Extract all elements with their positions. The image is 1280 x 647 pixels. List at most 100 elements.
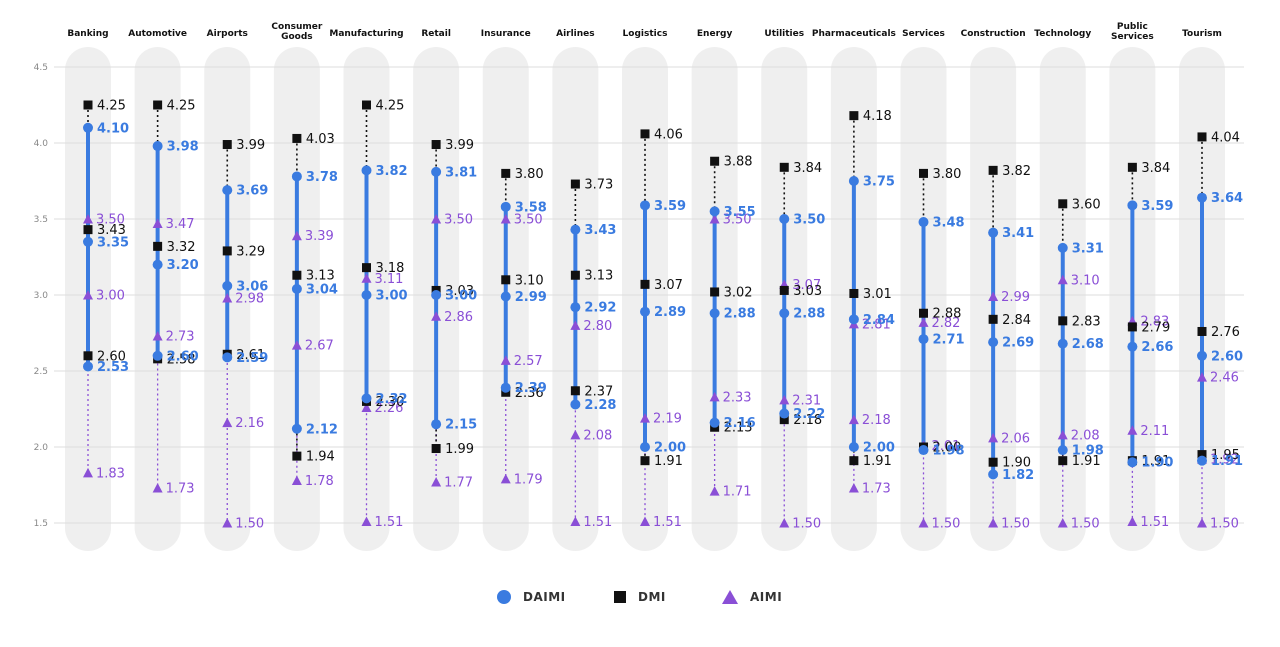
- data-label: 2.92: [584, 301, 616, 316]
- aimi-point: [640, 413, 650, 423]
- aimi-point: [222, 417, 233, 428]
- aimi-point: [640, 516, 650, 526]
- data-label: 2.84: [863, 313, 895, 328]
- y-tick-label: 4.0: [34, 139, 49, 149]
- data-label: 3.50: [96, 213, 125, 228]
- daimi-point: [709, 417, 720, 428]
- dmi-point: [1197, 132, 1207, 142]
- data-label: 2.16: [235, 416, 264, 431]
- data-label: 1.91: [654, 454, 683, 469]
- data-label: 3.64: [1211, 191, 1243, 206]
- data-label: 3.07: [792, 278, 821, 293]
- data-label: 1.50: [235, 517, 264, 532]
- category-label: Retail: [421, 29, 451, 39]
- data-label: 3.02: [724, 285, 753, 300]
- category-label: Public Services: [1111, 22, 1154, 42]
- daimi-point: [918, 217, 929, 228]
- data-label: 3.00: [96, 289, 125, 304]
- data-label: 1.90: [1002, 456, 1031, 471]
- data-label: 1.51: [653, 515, 682, 530]
- data-label: 1.79: [514, 472, 543, 487]
- data-label: 3.41: [1002, 226, 1034, 241]
- daimi-point: [1127, 457, 1138, 468]
- aimi-point: [500, 473, 511, 484]
- aimi-point: [709, 214, 720, 224]
- aimi-point: [152, 331, 163, 341]
- aimi-point: [1127, 516, 1138, 526]
- dmi-point: [431, 140, 441, 150]
- square-marker-icon: [614, 591, 626, 603]
- aimi-point: [1197, 518, 1207, 528]
- dmi-point: [222, 140, 232, 150]
- data-label: 2.67: [305, 339, 334, 354]
- daimi-point: [431, 166, 442, 177]
- data-label: 3.13: [584, 269, 613, 284]
- aimi-point: [83, 467, 93, 478]
- data-label: 2.53: [97, 360, 129, 375]
- daimi-point: [1057, 445, 1068, 456]
- data-label: 2.33: [723, 390, 752, 405]
- daimi-point: [83, 122, 93, 133]
- data-label: 1.92: [1210, 453, 1239, 468]
- data-label: 1.50: [792, 517, 821, 532]
- data-label: 2.98: [235, 292, 264, 307]
- aimi-point: [988, 291, 999, 302]
- data-label: 3.35: [97, 235, 129, 250]
- data-label: 3.03: [445, 284, 474, 299]
- data-label: 3.01: [863, 287, 892, 302]
- dmi-point: [83, 100, 93, 110]
- aimi-point: [431, 311, 442, 321]
- category-label: Construction: [961, 29, 1026, 39]
- data-label: 2.31: [792, 393, 821, 408]
- data-label: 3.84: [1141, 161, 1170, 176]
- data-label: 1.50: [1001, 517, 1030, 532]
- dmi-point: [1197, 326, 1207, 336]
- data-label: 3.99: [236, 138, 265, 153]
- data-label: 3.04: [306, 282, 338, 297]
- category-label: Insurance: [481, 29, 531, 39]
- dmi-point: [153, 241, 163, 251]
- daimi-point: [361, 290, 372, 300]
- daimi-point: [570, 224, 581, 235]
- dmi-point: [849, 456, 859, 466]
- daimi-point: [709, 308, 720, 319]
- data-label: 2.83: [1072, 314, 1101, 329]
- data-label: 1.50: [932, 517, 961, 532]
- data-label: 4.10: [97, 121, 129, 136]
- daimi-point: [500, 291, 511, 302]
- daimi-point: [918, 445, 929, 456]
- legend-item-dmi: DMI: [614, 586, 666, 608]
- aimi-point: [779, 518, 790, 528]
- data-label: 3.39: [305, 229, 334, 244]
- data-label: 2.88: [793, 307, 825, 322]
- data-label: 1.90: [1141, 456, 1173, 471]
- aimi-point: [222, 518, 233, 528]
- data-label: 2.81: [862, 317, 891, 332]
- data-label: 3.50: [793, 213, 825, 228]
- daimi-point: [1197, 350, 1207, 361]
- dmi-point: [570, 386, 580, 396]
- category-label: Manufacturing: [329, 29, 403, 39]
- data-label: 2.22: [793, 407, 825, 422]
- data-label: 2.88: [933, 307, 962, 322]
- data-label: 3.43: [97, 223, 126, 238]
- data-label: 3.60: [1072, 197, 1101, 212]
- data-label: 1.99: [445, 442, 474, 457]
- data-label: 1.51: [1140, 515, 1169, 530]
- data-label: 1.51: [375, 515, 404, 530]
- data-label: 2.08: [583, 428, 612, 443]
- data-label: 4.06: [654, 127, 683, 142]
- data-label: 1.83: [96, 466, 125, 481]
- daimi-point: [640, 306, 650, 317]
- data-label: 2.30: [376, 395, 405, 410]
- data-label: 2.00: [933, 441, 962, 456]
- data-label: 2.11: [1140, 424, 1169, 439]
- data-label: 3.50: [723, 213, 752, 228]
- data-label: 1.78: [305, 474, 334, 489]
- aimi-point: [918, 317, 929, 327]
- daimi-point: [83, 236, 93, 247]
- data-label: 3.80: [515, 167, 544, 182]
- data-label: 1.94: [306, 450, 335, 465]
- daimi-point: [1197, 192, 1207, 203]
- data-label: 3.32: [167, 240, 196, 255]
